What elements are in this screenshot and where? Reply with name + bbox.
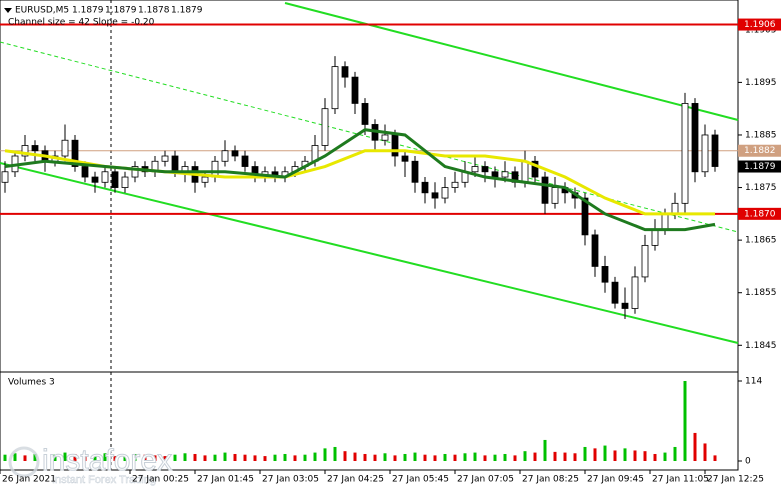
candle-body [581,197,589,236]
candle-body [471,166,479,173]
level-box [738,18,781,31]
candle-body [221,150,229,162]
x-tick-label: 26 Jan 2021 [2,475,56,485]
chart-title: EURUSD,M5 [15,6,69,16]
plot-frame [0,0,739,471]
level-box [738,207,781,220]
level-box [738,144,781,157]
level-label: 1.1870 [744,209,776,219]
candle-body [331,66,339,110]
x-tick-label: 27 Jan 04:25 [327,475,384,485]
candle-body [661,213,669,231]
header-value: 1.1878 [138,6,170,16]
volume-title: Volumes 3 [8,378,55,388]
candle-body [431,192,439,199]
x-tick-label: 27 Jan 12:25 [707,475,764,485]
x-tick-label: 27 Jan 08:25 [522,475,579,485]
watermark-logo [8,446,40,478]
x-tick-label: 27 Jan 01:45 [197,475,254,485]
candle-body [131,166,139,178]
candle-body [501,171,509,178]
level-label: 1.1882 [744,146,776,156]
candle-body [201,176,209,183]
x-tick-label: 27 Jan 05:45 [392,475,449,485]
x-tick-label: 27 Jan 03:05 [262,475,319,485]
last-price-box [738,160,781,173]
y-tick-label: 1.1885 [745,130,777,140]
channel-lower [0,162,739,344]
candle-body [241,155,249,167]
candle-body [601,266,609,283]
candle-body [171,155,179,173]
y-tick-label: 1.1855 [745,288,777,298]
candle-body [81,166,89,178]
volume-tick-label: 114 [745,377,762,387]
candle-body [521,160,529,183]
candle-body [451,181,459,188]
candle-body [21,145,29,157]
candle-body [541,176,549,204]
candle-body [611,281,619,304]
header-value: 1.1879 [171,6,203,16]
y-tick-label: 1.1895 [745,78,777,88]
candle-body [491,171,499,178]
candle-body [91,176,99,183]
marks [0,23,738,461]
last-price-label: 1.1879 [744,162,776,172]
candle-body [481,166,489,173]
x-tick-label: 27 Jan 00:25 [132,475,189,485]
volume-tick-label: 0 [745,457,751,467]
candle-body [31,145,39,152]
candle-body [161,155,169,162]
candle-body [591,234,599,267]
candle-body [391,134,399,157]
candle-body [551,187,559,204]
candle-body [441,187,449,199]
candle-body [1,171,9,183]
candle-body [351,76,359,104]
candle-body [631,276,639,309]
header-arrow [4,8,12,13]
candle-body [671,202,679,215]
candle-body [71,139,79,167]
candle-body [231,150,239,157]
watermark: instaforex [42,444,172,477]
candle-body [421,181,429,194]
candle-body [401,155,409,162]
y-tick-label: 1.1845 [745,341,777,351]
candle-body [701,134,709,173]
x-tick-label: 27 Jan 11:05 [652,475,709,485]
candle-body [621,302,629,309]
candle-body [711,134,719,167]
candle-body [101,171,109,183]
candle-body [411,160,419,183]
candle-body [361,103,369,125]
y-tick-label: 1.1865 [745,236,777,246]
level-label: 1.1906 [744,20,776,30]
candle-body [121,176,129,188]
channel-middle [0,41,739,233]
candle-body [651,229,659,246]
header-value: 1.1879 [105,6,137,16]
candle-body [641,244,649,278]
channel-upper [284,2,739,121]
watermark-sub: Instant Forex Trading [52,474,156,486]
candle-body [321,108,329,146]
candle-body [681,103,689,204]
moving-average [4,128,716,232]
candle-body [341,66,349,78]
candle-body [111,171,119,188]
y-tick-label: 1.1875 [745,183,777,193]
header-value: 1.1879 [72,6,104,16]
x-tick-label: 27 Jan 07:05 [457,475,514,485]
x-tick-label: 27 Jan 09:45 [587,475,644,485]
candle-body [531,160,539,178]
candle-body [381,134,389,141]
candle-body [61,139,69,157]
candle-body [691,103,699,173]
subtitle: Channel size = 42 Slope = -0.20 [8,18,155,28]
